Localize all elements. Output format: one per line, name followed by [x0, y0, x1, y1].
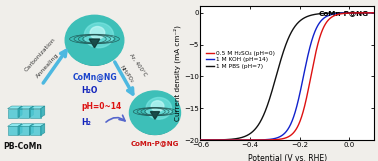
Ellipse shape: [71, 32, 118, 54]
Text: Annealing: Annealing: [35, 53, 60, 79]
Circle shape: [84, 23, 113, 48]
Circle shape: [132, 95, 178, 134]
Polygon shape: [29, 106, 33, 118]
Text: PB-CoMn: PB-CoMn: [3, 142, 42, 151]
Circle shape: [65, 15, 124, 65]
Text: H₂: H₂: [81, 118, 91, 127]
Text: CoMn@NG: CoMn@NG: [72, 72, 117, 82]
Polygon shape: [18, 124, 22, 135]
Polygon shape: [150, 112, 160, 119]
Polygon shape: [8, 106, 22, 109]
Polygon shape: [40, 106, 45, 118]
Circle shape: [129, 91, 181, 134]
Circle shape: [151, 101, 164, 112]
Polygon shape: [30, 109, 40, 118]
Polygon shape: [19, 109, 29, 118]
Circle shape: [68, 19, 121, 65]
Polygon shape: [29, 124, 33, 135]
Polygon shape: [19, 126, 29, 135]
Polygon shape: [30, 124, 45, 126]
Text: Ar, 400°C: Ar, 400°C: [128, 52, 148, 77]
Text: Carbonization: Carbonization: [23, 37, 56, 73]
Circle shape: [90, 27, 105, 39]
Y-axis label: Current density (mA cm⁻²): Current density (mA cm⁻²): [174, 25, 181, 121]
Text: CoMn-P@NG: CoMn-P@NG: [319, 10, 369, 16]
Polygon shape: [19, 124, 33, 126]
Circle shape: [146, 97, 172, 119]
Polygon shape: [8, 126, 18, 135]
Text: NH₂PO₂: NH₂PO₂: [119, 64, 135, 84]
Polygon shape: [8, 109, 18, 118]
Text: pH=0~14: pH=0~14: [81, 102, 121, 111]
Polygon shape: [89, 39, 100, 48]
Text: H₂O: H₂O: [81, 86, 98, 95]
X-axis label: Potential (V vs. RHE): Potential (V vs. RHE): [248, 154, 327, 161]
Polygon shape: [30, 106, 45, 109]
Polygon shape: [30, 126, 40, 135]
Text: CoMn-P@NG: CoMn-P@NG: [131, 140, 179, 146]
Polygon shape: [8, 124, 22, 126]
Polygon shape: [18, 106, 22, 118]
Legend: 0.5 M H₂SO₄ (pH=0), 1 M KOH (pH=14), 1 M PBS (pH=7): 0.5 M H₂SO₄ (pH=0), 1 M KOH (pH=14), 1 M…: [205, 49, 277, 70]
Polygon shape: [40, 124, 45, 135]
Polygon shape: [19, 106, 33, 109]
Ellipse shape: [135, 105, 175, 125]
